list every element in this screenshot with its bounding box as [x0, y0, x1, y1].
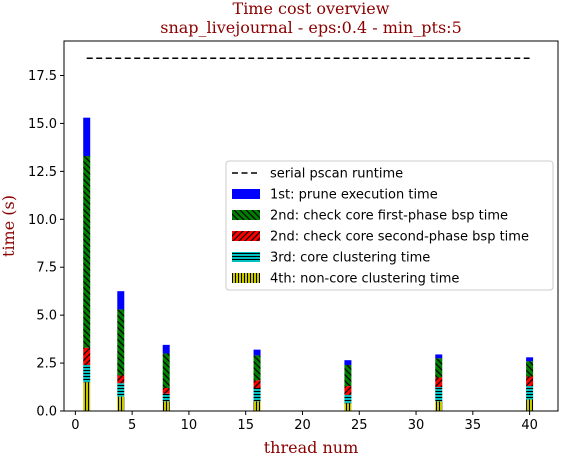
legend-label-4: 3rd: core clustering time	[270, 251, 430, 266]
bar-segment-4-x32	[435, 354, 443, 359]
x-axis-label: thread num	[264, 438, 359, 456]
x-tick-label-0: 0	[71, 418, 79, 433]
legend-swatch-3	[232, 231, 260, 241]
y-tick-label-4: 10.0	[28, 213, 57, 228]
chart-title: Time cost overview	[233, 0, 390, 18]
bar-segment-1-x1	[83, 364, 91, 383]
bar-segment-0-x40	[526, 399, 534, 411]
x-tick-label-5: 25	[351, 418, 368, 433]
legend-label-2: 2nd: check core first-phase bsp time	[270, 209, 508, 224]
x-axis: 0 5 10 15 20 25 30 35 40	[71, 411, 538, 433]
bar-segment-1-x24	[344, 394, 352, 404]
bar-segment-1-x32	[435, 387, 443, 402]
bar-segment-1-x16	[253, 387, 261, 402]
bar-segment-2-x16	[253, 380, 261, 388]
bar-segment-3-x4	[117, 309, 125, 376]
bar-segment-2-x40	[526, 376, 534, 387]
bar-segment-4-x4	[117, 291, 125, 310]
y-tick-label-7: 17.5	[28, 69, 57, 84]
plot-frame	[63, 40, 559, 412]
x-tick-label-6: 30	[408, 418, 425, 433]
bar-stacks	[83, 117, 534, 411]
bar-segment-0-x8	[162, 401, 170, 411]
bar-segment-0-x24	[344, 403, 352, 411]
bar-segment-0-x4	[117, 396, 125, 411]
bar-segment-2-x24	[344, 386, 352, 395]
chart-subtitle: snap_livejournal - eps:0.4 - min_pts:5	[160, 18, 462, 37]
legend-swatch-2	[232, 210, 260, 220]
bar-segment-3-x1	[83, 156, 91, 348]
y-tick-label-2: 5.0	[36, 309, 57, 324]
y-tick-label-3: 7.5	[36, 261, 57, 276]
legend-swatch-4	[232, 252, 260, 262]
x-tick-label-2: 10	[181, 418, 198, 433]
x-tick-label-1: 5	[128, 418, 136, 433]
y-tick-label-5: 12.5	[28, 165, 57, 180]
y-axis: 0.0 2.5 5.0 7.5 10.0 12.5 15.0 17.5	[28, 69, 64, 420]
legend-label-1: 1st: prune execution time	[270, 188, 438, 203]
legend-box	[225, 160, 554, 291]
bar-segment-1-x8	[162, 393, 170, 402]
bar-segment-3-x24	[344, 364, 352, 387]
legend-label-3: 2nd: check core second-phase bsp time	[270, 230, 529, 245]
bar-segment-2-x8	[162, 387, 170, 394]
bar-segment-3-x32	[435, 358, 443, 378]
legend-swatch-5	[232, 273, 260, 283]
legend: serial pscan runtime 1st: prune execution…	[225, 160, 554, 291]
y-axis-label: time (s)	[0, 195, 18, 257]
y-tick-label-1: 2.5	[36, 357, 57, 372]
legend-label-0: serial pscan runtime	[270, 167, 403, 182]
legend-label-5: 4th: non-core clustering time	[270, 272, 459, 287]
bar-segment-4-x40	[526, 357, 534, 362]
bar-segment-1-x4	[117, 383, 125, 397]
bar-segment-4-x8	[162, 344, 170, 354]
y-tick-label-6: 15.0	[28, 117, 57, 132]
x-tick-label-8: 40	[521, 418, 538, 433]
bar-segment-2-x1	[83, 347, 91, 365]
x-tick-label-4: 20	[294, 418, 311, 433]
x-tick-label-7: 35	[465, 418, 482, 433]
bar-segment-2-x4	[117, 375, 125, 384]
bar-segment-2-x32	[435, 377, 443, 388]
bar-segment-0-x1	[83, 382, 91, 411]
bar-segment-3-x40	[526, 361, 534, 377]
bar-segment-0-x16	[253, 401, 261, 411]
legend-swatch-1	[232, 189, 260, 199]
bar-segment-4-x1	[83, 117, 91, 157]
bar-segment-3-x16	[253, 355, 261, 381]
bar-segment-3-x8	[162, 353, 170, 388]
bar-segment-4-x16	[253, 349, 261, 356]
bar-segment-0-x32	[435, 401, 443, 411]
y-tick-label-0: 0.0	[36, 405, 57, 420]
bar-segment-1-x40	[526, 386, 534, 400]
bar-segment-4-x24	[344, 360, 352, 365]
x-tick-label-3: 15	[237, 418, 254, 433]
